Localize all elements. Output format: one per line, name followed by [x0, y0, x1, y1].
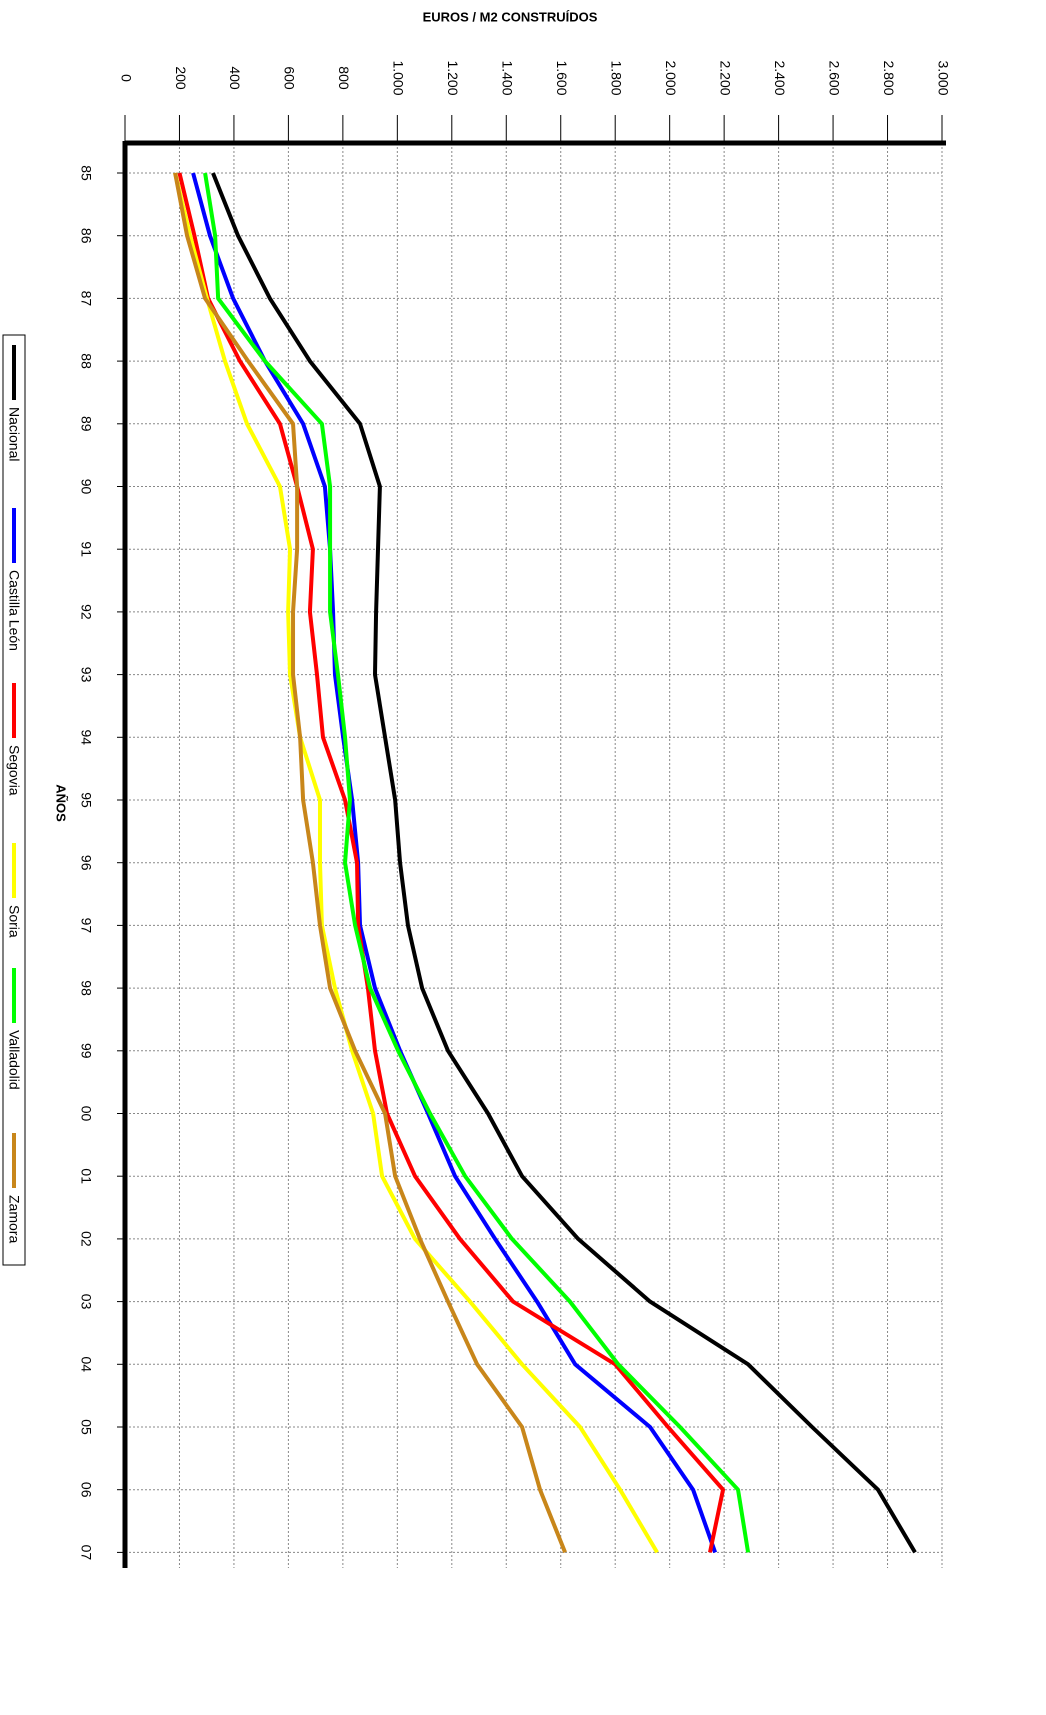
x-tick-label: 85: [78, 165, 94, 181]
y-tick-label: 2.000: [663, 60, 679, 95]
y-tick-label: 1.200: [445, 60, 461, 95]
y-tick-label: 0: [118, 74, 134, 82]
y-tick-label: 2.400: [772, 60, 788, 95]
series-line: [211, 172, 917, 1554]
x-tick-label: 05: [78, 1419, 94, 1435]
x-axis-title: AÑOS: [54, 784, 69, 822]
y-tick-label: 2.200: [717, 60, 733, 95]
x-tick-label: 06: [78, 1482, 94, 1498]
x-tick-label: 93: [78, 667, 94, 683]
y-tick-label: 2.800: [881, 60, 897, 95]
series-line: [177, 172, 726, 1553]
legend-label: Nacional: [6, 407, 22, 461]
x-tick-label: 00: [78, 1106, 94, 1122]
x-tick-label: 95: [78, 792, 94, 808]
series-line: [203, 172, 751, 1553]
y-tick-label: 400: [227, 66, 243, 90]
x-tick-label: 87: [78, 291, 94, 307]
x-tick-label: 02: [78, 1231, 94, 1247]
legend-label: Valladolid: [6, 1030, 22, 1090]
x-tick-label: 92: [78, 604, 94, 620]
x-tick-label: 99: [78, 1043, 94, 1059]
y-tick-label: 1.000: [391, 60, 407, 95]
legend-label: Segovia: [6, 745, 22, 796]
y-tick-label: 1.600: [554, 60, 570, 95]
y-tick-label: 1.400: [500, 60, 516, 95]
legend-label: Soria: [6, 905, 22, 938]
legend-label: Zamora: [6, 1195, 22, 1243]
y-tick-label: 600: [282, 66, 298, 90]
x-tick-label: 94: [78, 730, 94, 746]
x-tick-label: 88: [78, 353, 94, 369]
y-tick-label: 3.000: [935, 60, 951, 95]
x-tick-label: 86: [78, 228, 94, 244]
x-tick-label: 97: [78, 918, 94, 934]
chart-title: EUROS / M2 CONSTRUÍDOS: [423, 9, 598, 24]
series-line: [173, 172, 659, 1554]
x-tick-label: 91: [78, 541, 94, 557]
legend-box: [2, 334, 26, 1266]
x-tick-label: 07: [78, 1545, 94, 1561]
y-tick-label: 2.600: [826, 60, 842, 95]
x-tick-label: 89: [78, 416, 94, 432]
x-tick-label: 01: [78, 1168, 94, 1184]
x-tick-label: 04: [78, 1357, 94, 1373]
legend-label: Castilla León: [6, 570, 22, 651]
x-tick-label: 90: [78, 479, 94, 495]
x-tick-label: 03: [78, 1294, 94, 1310]
y-tick-label: 1.800: [608, 60, 624, 95]
y-tick-label: 800: [336, 66, 352, 90]
legend: Nacional Castilla León Segovia Soria Vallado…: [6, 345, 22, 1243]
y-tick-label: 200: [173, 66, 189, 90]
series-line: [173, 172, 567, 1554]
x-tick-label: 98: [78, 980, 94, 996]
x-tick-label: 96: [78, 855, 94, 871]
